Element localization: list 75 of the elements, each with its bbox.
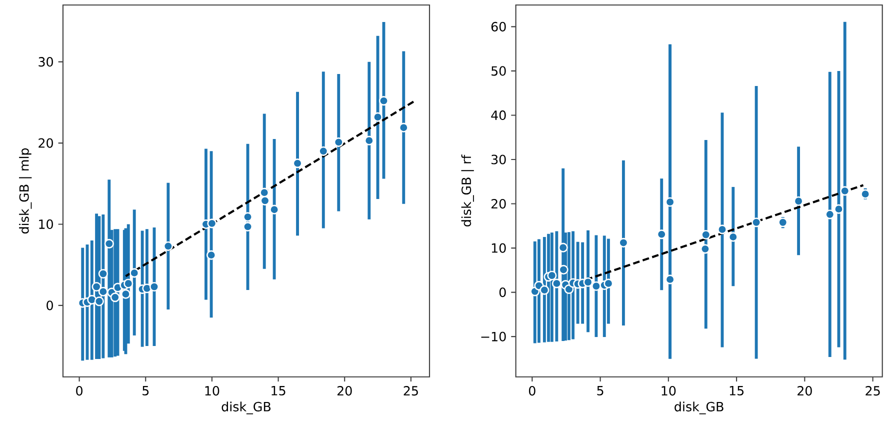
point xyxy=(840,186,850,196)
y-tick-label: 30 xyxy=(492,154,506,164)
x-tick-label: 10 xyxy=(662,386,676,396)
x-tick-label: 5 xyxy=(597,386,604,396)
point xyxy=(120,289,131,299)
x-tick-label: 15 xyxy=(730,386,744,396)
point xyxy=(163,241,173,252)
point xyxy=(124,278,134,288)
y-tick-label: 10 xyxy=(39,220,53,230)
point xyxy=(92,282,102,292)
x-tick-label: 10 xyxy=(205,386,220,396)
point xyxy=(334,137,344,148)
y-tick-label: 60 xyxy=(491,22,506,32)
point xyxy=(260,188,270,198)
point xyxy=(665,197,675,207)
y-tick-label: 0 xyxy=(499,288,506,298)
point xyxy=(372,112,383,122)
point xyxy=(130,268,140,278)
point xyxy=(364,136,374,146)
point xyxy=(558,242,568,252)
point xyxy=(604,278,614,288)
point xyxy=(398,122,408,132)
point xyxy=(206,250,216,260)
y-tick-label: 10 xyxy=(492,243,506,253)
point xyxy=(540,285,550,295)
point xyxy=(794,196,804,206)
point xyxy=(547,270,557,280)
point xyxy=(98,286,108,296)
point xyxy=(98,269,108,279)
x-axis-title: disk_GB xyxy=(222,402,271,414)
point xyxy=(378,96,389,106)
point xyxy=(834,204,844,214)
point xyxy=(778,218,788,228)
point xyxy=(752,218,762,228)
x-tick-label: 0 xyxy=(76,386,82,396)
y-tick-label: −10 xyxy=(481,332,506,342)
point xyxy=(591,281,602,291)
point xyxy=(104,238,114,249)
point xyxy=(665,274,675,284)
point xyxy=(728,232,738,242)
point xyxy=(552,278,562,288)
x-tick-label: 25 xyxy=(866,386,880,396)
x-tick-label: 5 xyxy=(142,386,149,396)
point xyxy=(292,158,302,168)
point xyxy=(825,210,835,220)
x-tick-label: 20 xyxy=(337,386,352,396)
point xyxy=(270,204,280,214)
y-tick-label: 0 xyxy=(46,300,53,310)
point xyxy=(149,282,160,292)
x-tick-label: 0 xyxy=(528,386,536,396)
point xyxy=(110,292,120,302)
point xyxy=(717,224,728,234)
y-tick-label: 40 xyxy=(491,110,506,120)
point xyxy=(656,230,666,240)
point xyxy=(318,146,328,156)
x-tick-label: 20 xyxy=(798,386,812,396)
point xyxy=(242,222,253,232)
point xyxy=(583,277,593,288)
y-tick-label: 50 xyxy=(492,66,506,76)
point xyxy=(701,230,711,240)
y-tick-label: 20 xyxy=(38,138,53,148)
point xyxy=(94,296,104,306)
y-tick-label: 30 xyxy=(38,57,53,67)
y-tick-label: 20 xyxy=(491,199,506,209)
y-axis-title: disk_GB | rf xyxy=(461,154,474,226)
point xyxy=(618,238,628,248)
point xyxy=(260,196,270,206)
y-axis-title: disk_GB | mlp xyxy=(19,148,32,234)
point xyxy=(242,212,253,222)
point xyxy=(207,218,217,228)
x-tick-label: 25 xyxy=(404,386,418,396)
point xyxy=(700,244,710,254)
x-tick-label: 15 xyxy=(272,386,286,396)
x-axis-title: disk_GB xyxy=(674,402,724,414)
point xyxy=(558,265,568,275)
